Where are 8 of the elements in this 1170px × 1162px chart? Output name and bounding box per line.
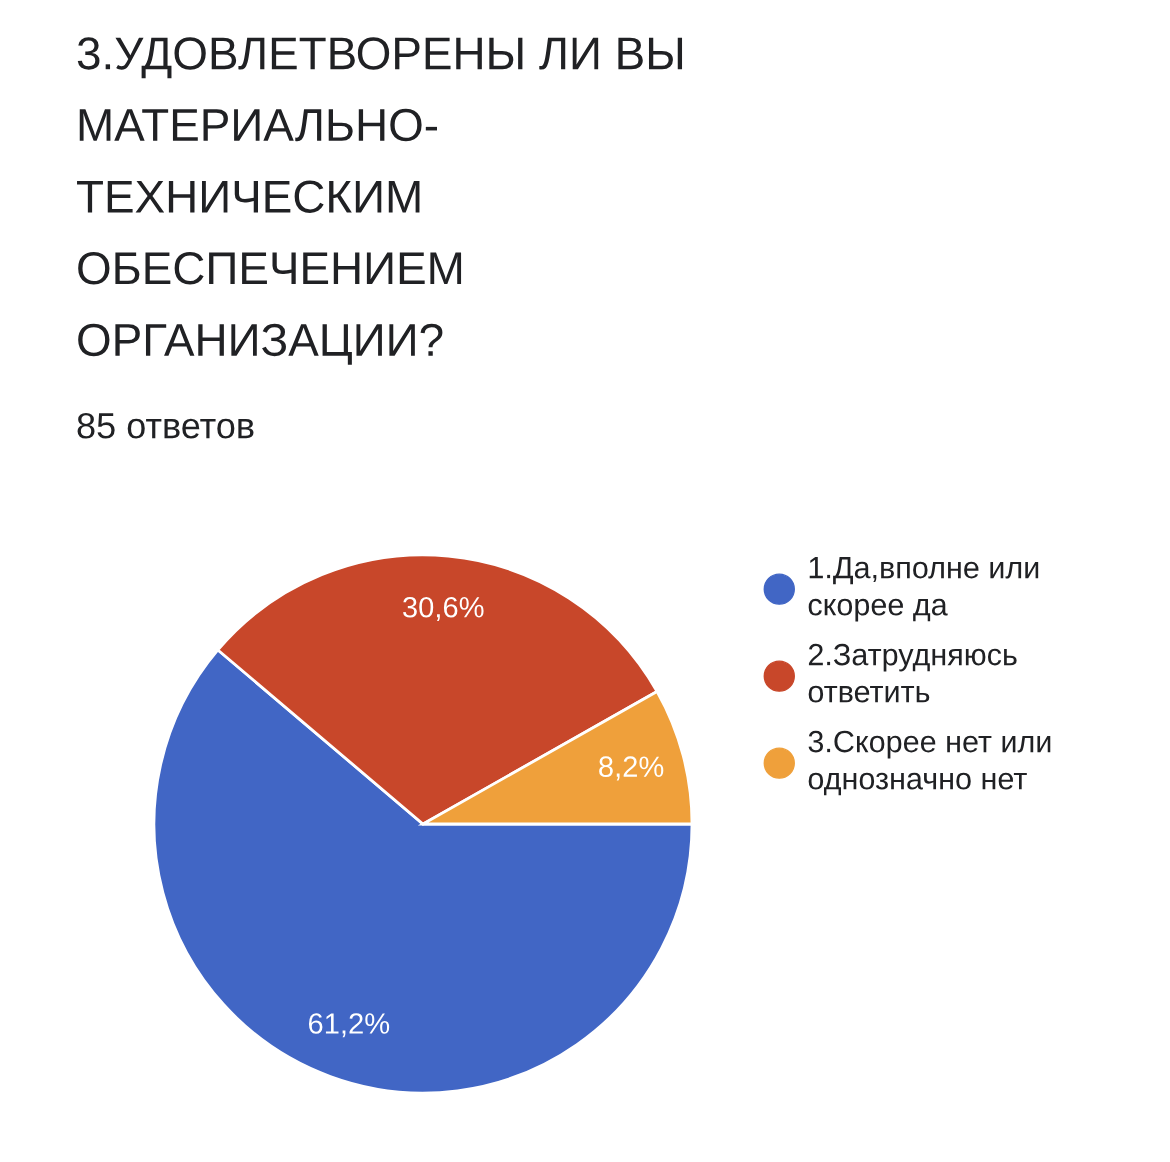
legend-label: 2.Затрудняюсь ответить [808, 643, 1017, 703]
data-label: 61,2% [308, 1013, 390, 1038]
chart-title: 3.УДОВЛЕТВОРЕНЫ ЛИ ВЫ МАТЕРИАЛЬНО- ТЕХНИЧЕСКИМ ОБЕСПЕЧЕНИЕМ ОРГАНИЗАЦИИ? [77, 37, 683, 365]
legend-label: 1.Да,вполне или скорее да [808, 557, 1039, 622]
legend-label: 3.Скорее нет или однозначно нет [808, 730, 1051, 796]
chart-subtitle: 85 ответов [77, 412, 254, 439]
data-label: 8,2% [599, 756, 664, 781]
data-label: 30,6% [403, 596, 484, 622]
